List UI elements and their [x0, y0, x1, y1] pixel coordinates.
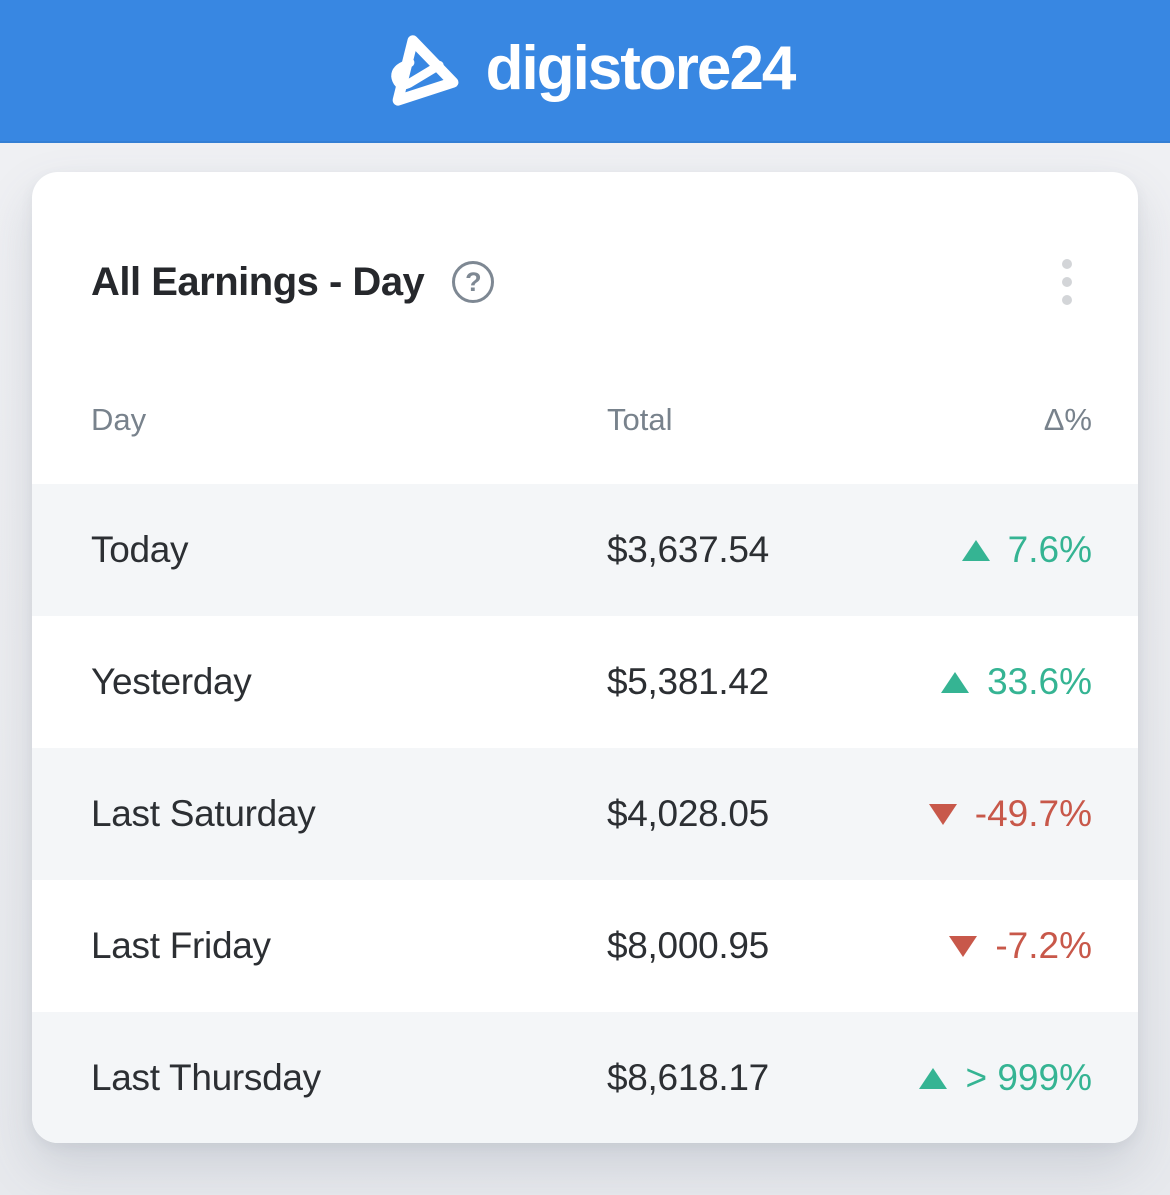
trend-arrow-icon [919, 1067, 948, 1089]
delta-value: 33.6% [987, 661, 1092, 702]
card-header-left: All Earnings - Day ? [91, 258, 495, 306]
table-row: Last Saturday $4,028.05 -49.7% [32, 748, 1138, 880]
total-cell: $8,618.17 [607, 1057, 769, 1098]
trend-arrow-icon [941, 671, 970, 693]
delta-cell: 7.6% [961, 529, 1092, 571]
day-cell: Yesterday [91, 661, 252, 702]
delta-cell: -7.2% [949, 925, 1092, 967]
delta-value: > 999% [965, 1057, 1092, 1098]
delta-value: -49.7% [974, 793, 1092, 834]
day-cell: Last Saturday [91, 793, 316, 834]
day-cell: Today [91, 529, 189, 570]
table-row: Yesterday $5,381.42 33.6% [32, 616, 1138, 748]
total-cell: $8,000.95 [607, 925, 769, 966]
delta-value: 7.6% [1007, 529, 1092, 570]
table-body: Today $3,637.54 7.6% Yesterday $5,381.42… [32, 484, 1138, 1143]
delta-cell: > 999% [919, 1057, 1092, 1099]
trend-arrow-icon [961, 539, 990, 561]
day-cell: Last Thursday [91, 1057, 321, 1098]
total-cell: $5,381.42 [607, 661, 769, 702]
table-row: Last Friday $8,000.95 -7.2% [32, 880, 1138, 1012]
column-header-day: Day [91, 402, 147, 437]
table-row: Last Thursday $8,618.17 > 999% [32, 1012, 1138, 1143]
kebab-menu-icon[interactable] [1058, 255, 1076, 309]
delta-value: -7.2% [995, 925, 1092, 966]
day-cell: Last Friday [91, 925, 271, 966]
help-icon[interactable]: ? [452, 261, 495, 303]
trend-arrow-icon [928, 803, 957, 825]
column-header-total: Total [607, 402, 673, 437]
card-title: All Earnings - Day [91, 260, 425, 304]
table-row: Today $3,637.54 7.6% [32, 484, 1138, 616]
trend-arrow-icon [949, 935, 978, 957]
earnings-widget-card: All Earnings - Day ? Day Total Δ% Today … [32, 172, 1138, 1143]
delta-cell: -49.7% [928, 793, 1092, 835]
logo-wordmark: digistore24 [485, 33, 797, 103]
delta-cell: 33.6% [941, 661, 1092, 703]
app-header: digistore24 [0, 0, 1170, 143]
card-header: All Earnings - Day ? [32, 172, 1138, 309]
total-cell: $3,637.54 [607, 529, 769, 570]
digistore24-logo-icon [376, 28, 468, 116]
table-header-row: Day Total Δ% [32, 402, 1138, 438]
column-header-delta: Δ% [1043, 402, 1092, 437]
total-cell: $4,028.05 [607, 793, 769, 834]
